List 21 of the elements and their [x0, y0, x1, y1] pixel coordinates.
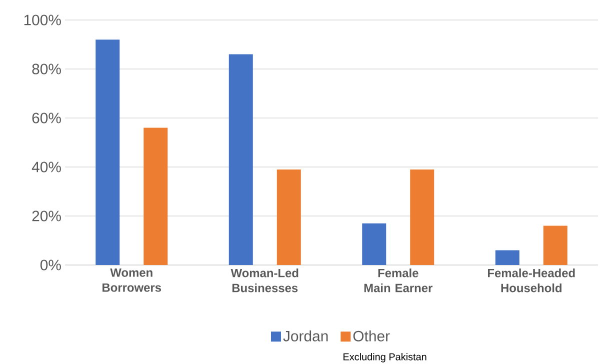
y-tick-label: 100% — [24, 14, 61, 26]
y-tick-label: 20% — [32, 210, 61, 222]
legend-label: Jordan — [283, 330, 328, 342]
y-tick-label: 40% — [32, 162, 61, 172]
bar — [228, 54, 253, 265]
x-tick-label: Female-Headed Household — [488, 268, 575, 292]
bar — [362, 223, 386, 265]
bar — [543, 226, 568, 265]
x-tick-label: Woman-Led Businesses — [230, 268, 298, 292]
x-tick-label: Female Main Earner — [364, 268, 432, 292]
y-tick-label: 0% — [40, 260, 61, 270]
y-tick-label: 60% — [32, 112, 61, 124]
bar — [410, 169, 434, 265]
y-tick-label: 80% — [32, 64, 61, 74]
bar — [144, 128, 168, 265]
text: Excluding Pakistan — [344, 353, 426, 362]
legend-label: Other — [353, 330, 390, 342]
bar — [276, 169, 301, 265]
bar — [495, 250, 520, 265]
x-tick-label: Women Borrowers — [102, 268, 162, 292]
bar — [96, 40, 120, 265]
